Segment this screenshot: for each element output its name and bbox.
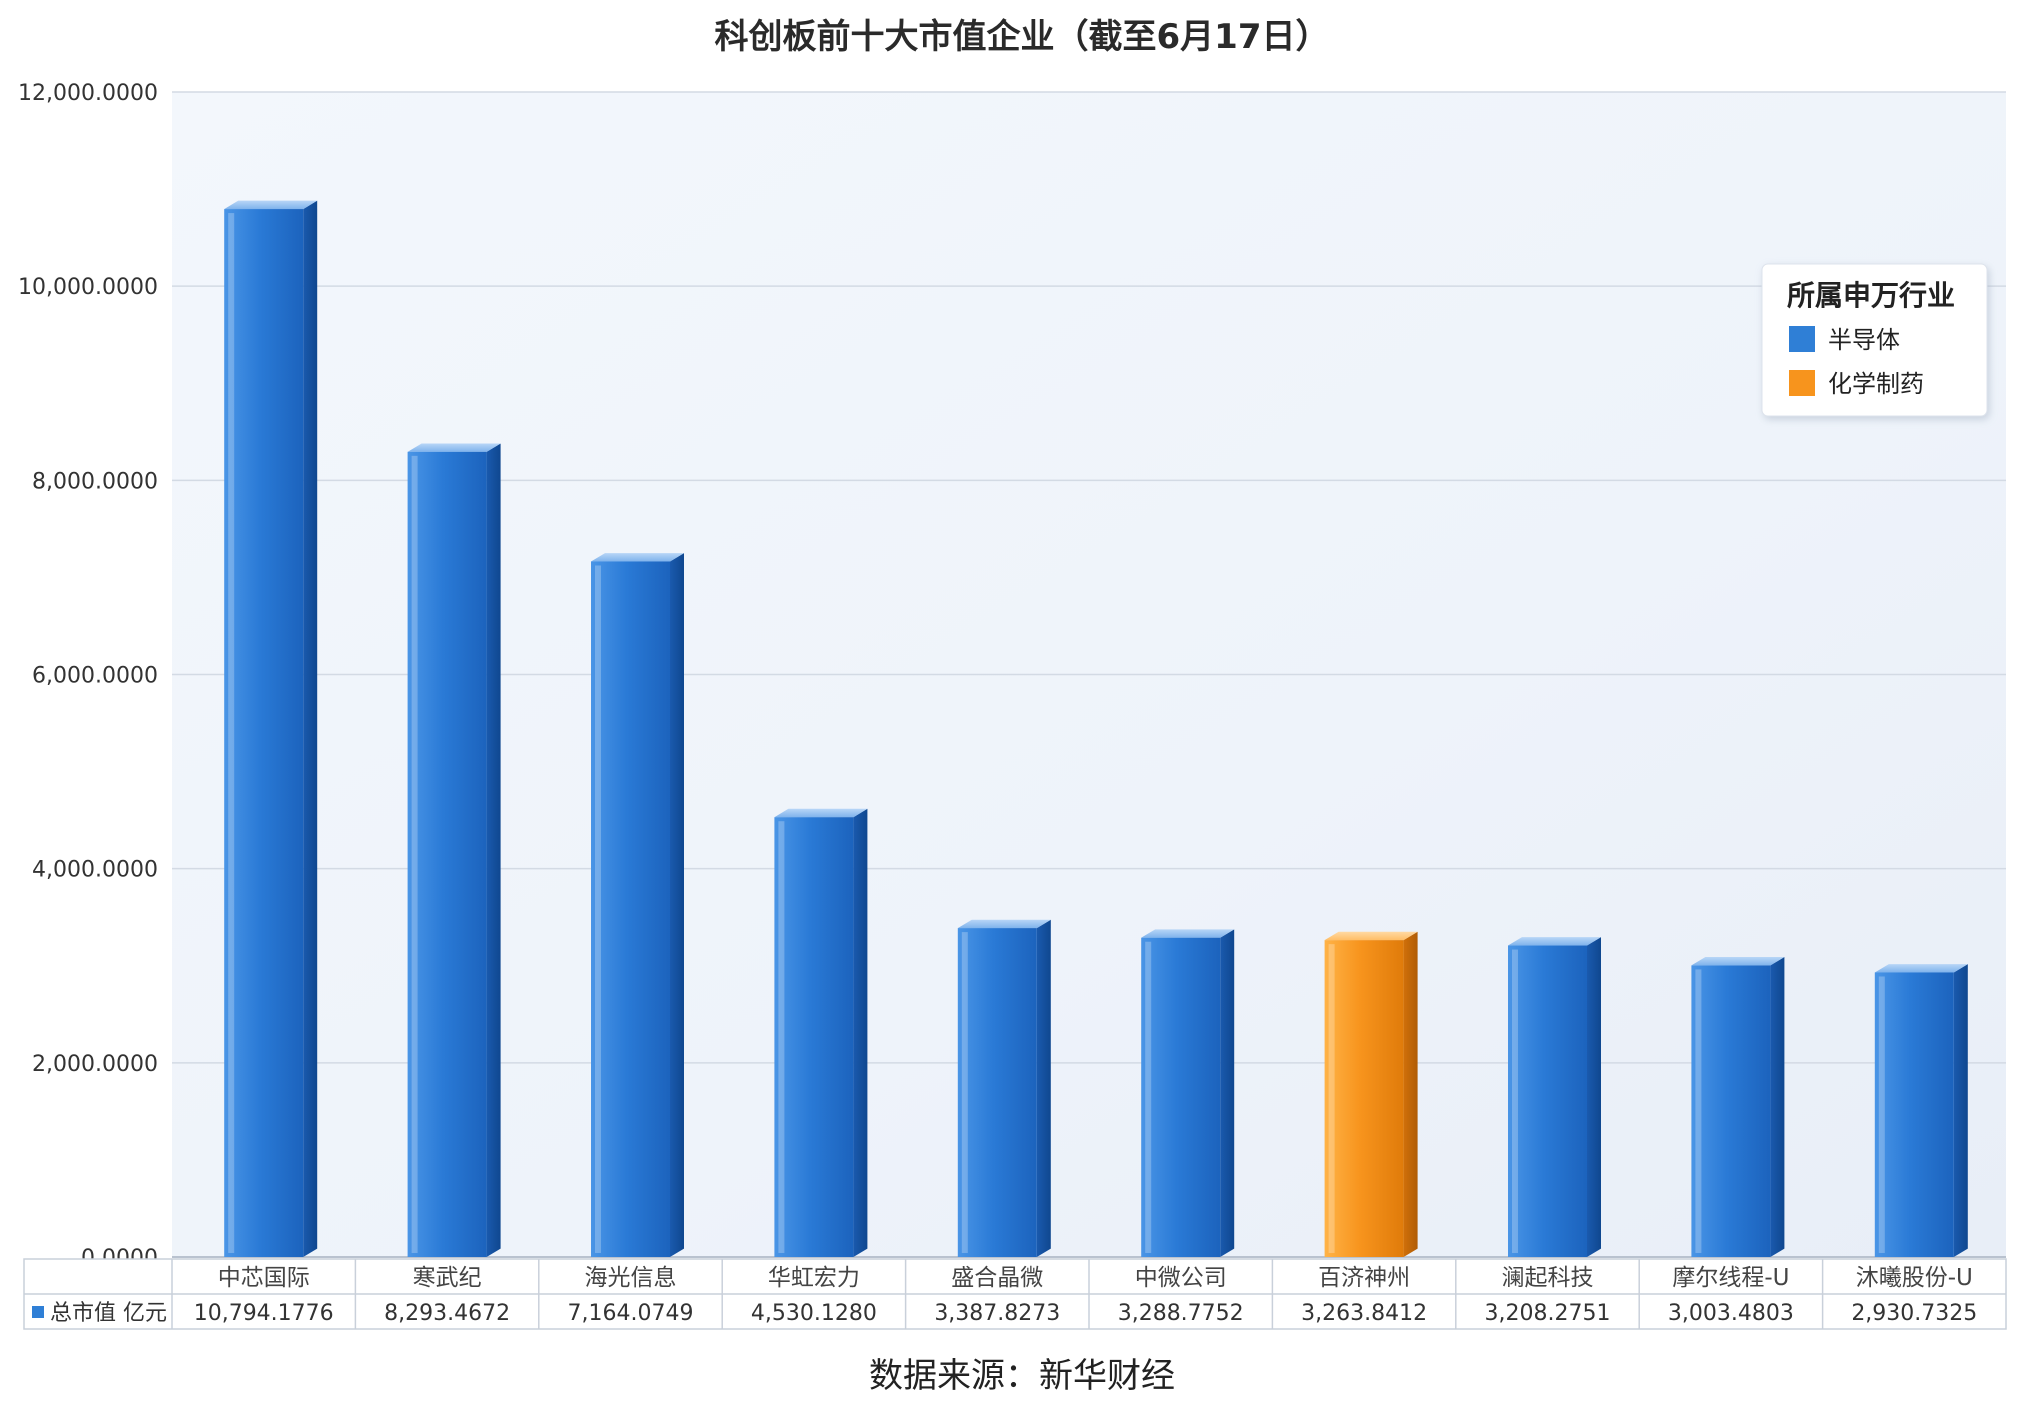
bar-3 — [591, 553, 684, 1257]
x-category-label: 中芯国际 — [218, 1265, 310, 1291]
x-category-label: 澜起科技 — [1502, 1265, 1594, 1291]
table-row-label: 总市值 亿元 — [50, 1301, 167, 1326]
x-category-label: 华虹宏力 — [768, 1265, 860, 1291]
bar-side — [1770, 957, 1785, 1257]
bar-top — [1508, 937, 1601, 946]
bar-4 — [774, 808, 868, 1257]
x-category-label: 百济神州 — [1318, 1265, 1410, 1291]
bar-10 — [1874, 964, 1968, 1257]
value-label: 2,930.7325 — [1851, 1301, 1977, 1326]
value-label: 7,164.0749 — [568, 1301, 694, 1326]
bar-highlight — [1328, 944, 1335, 1253]
legend-box — [1761, 263, 1988, 417]
bar-top — [1324, 931, 1418, 941]
bar-2 — [407, 443, 501, 1258]
source-note: 数据来源：新华财经 — [869, 1356, 1175, 1396]
bar-top — [1874, 964, 1968, 973]
legend-label: 化学制药 — [1828, 370, 1924, 398]
bar-side — [1403, 931, 1418, 1257]
x-category-label: 沐曦股份-U — [1856, 1265, 1973, 1291]
bar-9 — [1691, 957, 1785, 1257]
bar-8 — [1508, 937, 1601, 1257]
legend-label: 半导体 — [1828, 326, 1900, 354]
bar-side — [486, 443, 501, 1257]
y-tick-label: 2,000.0000 — [32, 1052, 158, 1077]
value-label: 3,003.4803 — [1668, 1301, 1794, 1326]
bar-side — [1036, 919, 1051, 1257]
x-category-label: 中微公司 — [1135, 1265, 1227, 1291]
bar-highlight — [1878, 976, 1885, 1253]
bar-front — [1141, 937, 1221, 1257]
x-category-label: 摩尔线程-U — [1672, 1265, 1789, 1291]
y-tick-label: 12,000.0000 — [18, 81, 158, 106]
bar-highlight — [778, 821, 785, 1253]
data-table: 总市值 亿元 中芯国际 10,794.1776 寒武纪 8,293.4672 海光信息 7,… — [23, 1258, 2007, 1330]
bar-front — [1691, 965, 1771, 1257]
bar-top — [957, 919, 1051, 929]
bar-highlight — [1145, 941, 1152, 1253]
bar-side — [1587, 937, 1601, 1257]
y-tick-label: 10,000.0000 — [18, 275, 158, 300]
bar-highlight — [595, 565, 601, 1253]
bar-front — [774, 817, 854, 1257]
bar-6 — [1141, 929, 1235, 1257]
series-swatch — [32, 1306, 44, 1318]
value-label: 3,288.7752 — [1118, 1301, 1244, 1326]
legend-title: 所属申万行业 — [1787, 279, 1955, 312]
bar-side — [303, 200, 318, 1257]
value-label: 10,794.1776 — [194, 1301, 334, 1326]
x-category-label: 盛合晶微 — [951, 1265, 1043, 1291]
bar-top — [1141, 929, 1235, 938]
bar-top — [1691, 957, 1785, 966]
bar-side — [1220, 929, 1235, 1257]
y-tick-label: 4,000.0000 — [32, 858, 158, 883]
bar-1 — [224, 200, 318, 1257]
bar-top — [407, 443, 501, 452]
value-label: 8,293.4672 — [384, 1301, 510, 1326]
bar-top — [591, 553, 684, 562]
bar-front — [1324, 940, 1404, 1257]
legend-swatch — [1789, 326, 1815, 352]
bar-highlight — [1695, 969, 1702, 1253]
legend-swatch — [1789, 370, 1815, 396]
bar-front — [1874, 972, 1954, 1257]
bar-front — [1508, 945, 1587, 1257]
bars — [224, 200, 1968, 1258]
y-axis-ticks: 0.00002,000.00004,000.00006,000.00008,00… — [18, 81, 158, 1271]
bar-top — [774, 808, 868, 818]
bar-front — [591, 561, 670, 1257]
bar-highlight — [228, 213, 235, 1253]
bar-front — [957, 928, 1037, 1257]
value-label: 3,208.2751 — [1485, 1301, 1611, 1326]
value-label: 4,530.1280 — [751, 1301, 877, 1326]
bar-highlight — [961, 932, 968, 1253]
chart-title: 科创板前十大市值企业（截至6月17日） — [715, 17, 1330, 57]
bar-side — [670, 553, 684, 1257]
x-category-label: 海光信息 — [585, 1265, 677, 1291]
value-label: 3,387.8273 — [934, 1301, 1060, 1326]
bar-5 — [957, 919, 1051, 1257]
bar-7 — [1324, 931, 1418, 1257]
y-tick-label: 8,000.0000 — [32, 469, 158, 494]
bar-front — [407, 451, 487, 1258]
bar-side — [1953, 964, 1968, 1257]
bar-side — [853, 808, 868, 1257]
x-category-label: 寒武纪 — [413, 1265, 482, 1291]
bar-top — [224, 200, 318, 210]
y-tick-label: 6,000.0000 — [32, 664, 158, 689]
bar-front — [224, 209, 304, 1257]
value-label: 3,263.8412 — [1301, 1301, 1427, 1326]
bar-highlight — [411, 455, 418, 1254]
bar-highlight — [1512, 949, 1518, 1253]
